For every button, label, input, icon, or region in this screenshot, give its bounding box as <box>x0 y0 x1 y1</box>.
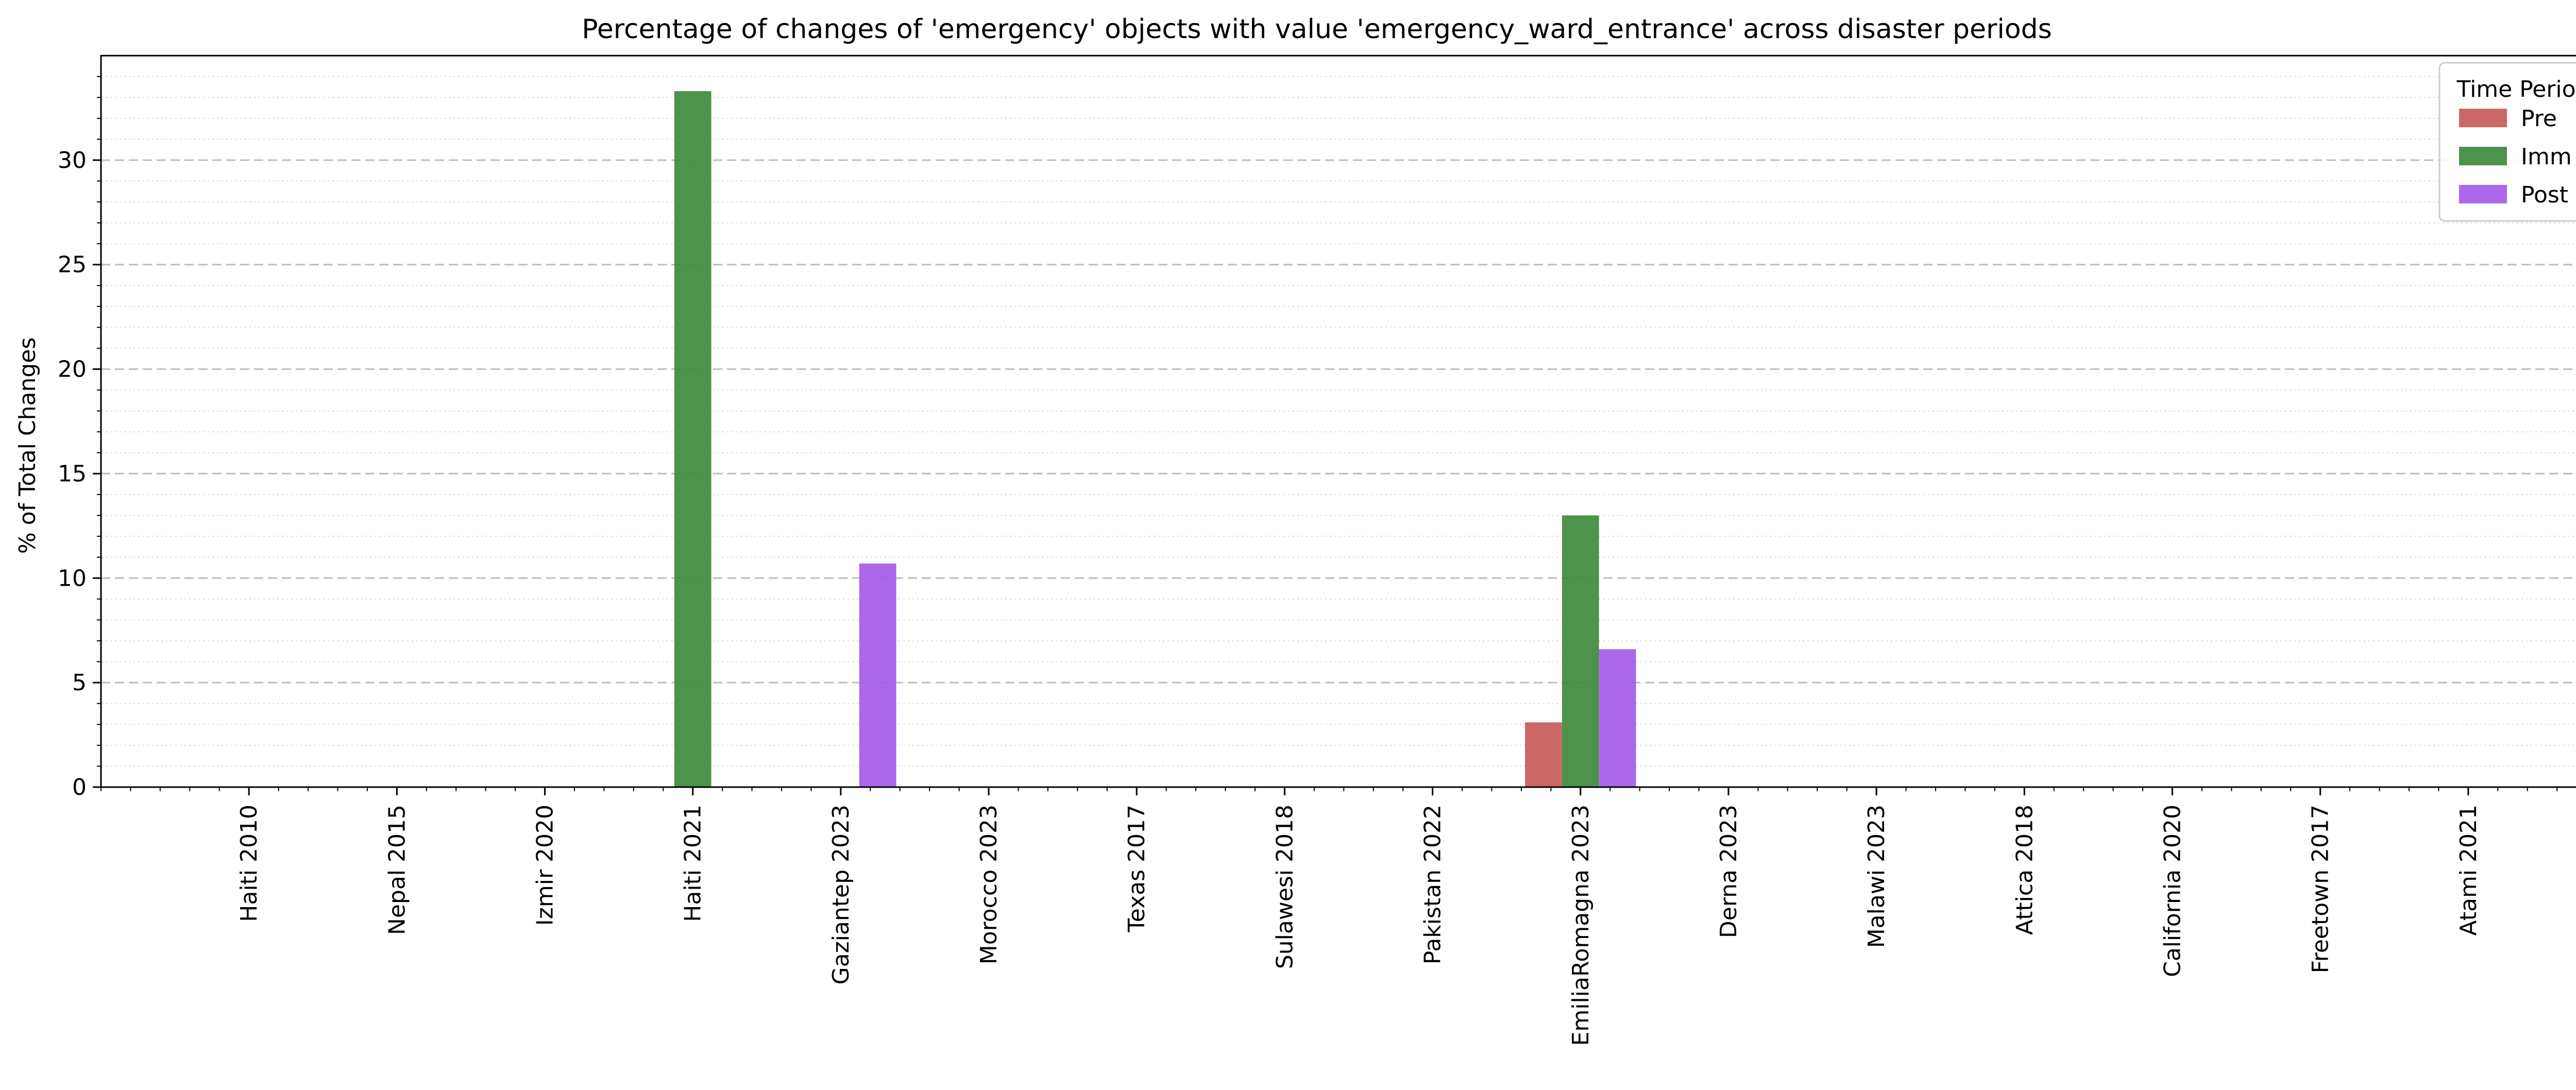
x-tick-label: Atami 2021 <box>2455 805 2482 936</box>
y-tick-label: 30 <box>58 147 87 174</box>
legend-label-post: Post <box>2521 182 2568 208</box>
legend-label-imm: Imm <box>2521 144 2572 170</box>
y-tick-label: 5 <box>72 670 87 696</box>
bar-imm <box>1562 515 1599 787</box>
chart-title: Percentage of changes of 'emergency' obj… <box>582 14 2052 45</box>
y-tick-label: 15 <box>58 461 87 487</box>
y-tick-label: 25 <box>58 252 87 278</box>
y-axis-label: % of Total Changes <box>14 337 41 554</box>
x-tick-label: Nepal 2015 <box>384 805 410 935</box>
legend-title: Time Period <box>2456 76 2576 103</box>
legend: Time Period Pre Imm Post <box>2438 62 2576 222</box>
bar-pre <box>1525 722 1562 787</box>
y-tick-label: 20 <box>58 356 87 383</box>
x-tick-label: California 2020 <box>2159 805 2185 977</box>
x-tick-label: Pakistan 2022 <box>1420 805 1446 964</box>
bars-layer <box>674 91 1636 787</box>
x-tick-label: Morocco 2023 <box>976 805 1002 964</box>
x-tick-label: Freetown 2017 <box>2308 805 2334 973</box>
plot-frame <box>100 55 2576 788</box>
x-tick-label: EmiliaRomagna 2023 <box>1568 805 1594 1046</box>
bar-post <box>859 563 896 787</box>
legend-label-pre: Pre <box>2521 106 2557 132</box>
y-tick-label: 10 <box>58 565 87 591</box>
x-tick-label: Derna 2023 <box>1716 805 1742 938</box>
x-tick-label: Gaziantep 2023 <box>828 805 854 984</box>
y-tick-label: 0 <box>72 774 87 801</box>
x-tick-label: Malawi 2023 <box>1863 805 1890 948</box>
legend-swatch-pre <box>2459 109 2507 127</box>
bar-imm <box>674 91 711 787</box>
bar-post <box>1599 649 1636 787</box>
x-tick-label: Haiti 2010 <box>236 805 262 922</box>
legend-box <box>2438 62 2576 222</box>
x-tick-label: Izmir 2020 <box>532 805 558 926</box>
ticks-layer: 0 5 10 15 20 25 30 Haiti 2010 Nepal 2015 Izmir 20… <box>58 76 2558 1046</box>
x-tick-label: Attica 2018 <box>2011 805 2038 935</box>
grid-layer <box>101 76 2576 767</box>
legend-swatch-imm <box>2459 147 2507 165</box>
legend-items: Pre Imm Post <box>2459 106 2572 208</box>
x-tick-label: Sulawesi 2018 <box>1272 805 1298 969</box>
legend-swatch-post <box>2459 185 2507 203</box>
x-tick-label: Haiti 2021 <box>680 805 706 922</box>
x-tick-label: Texas 2017 <box>1124 805 1150 933</box>
